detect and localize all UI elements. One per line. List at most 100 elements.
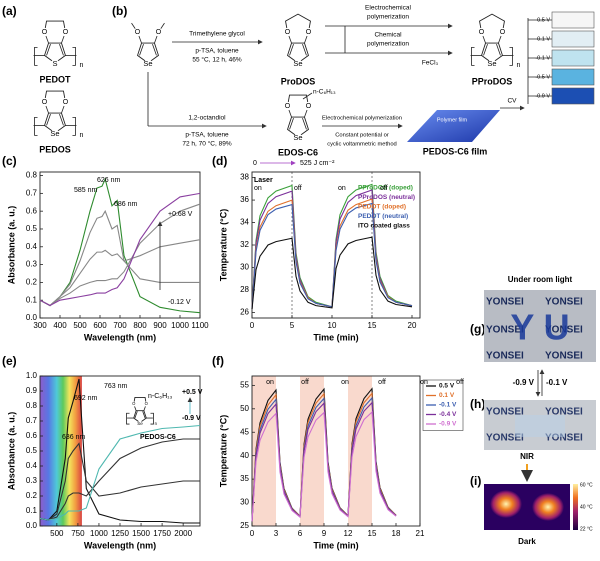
- atom-bg: [143, 401, 149, 407]
- atom-bg: [133, 27, 142, 37]
- photo-letters: Y U: [510, 307, 569, 348]
- y-tick-label: 35: [240, 474, 249, 483]
- data-line: [251, 387, 397, 522]
- legend-label: PProDOS (doped): [358, 185, 413, 192]
- y-tick-label: 0.4: [26, 242, 38, 251]
- photo-text: YONSEI: [486, 351, 524, 362]
- data-line: [39, 192, 201, 307]
- photo-text: YONSEI: [486, 433, 524, 444]
- x-tick-label: 400: [53, 321, 67, 330]
- annotation: off: [294, 185, 302, 192]
- atom-label: Se: [50, 129, 59, 138]
- faded-letters: [515, 415, 565, 437]
- atom-bg: [154, 27, 163, 37]
- annotation: on: [420, 379, 428, 386]
- bracket: [471, 46, 475, 66]
- y-tick-label: 34: [240, 218, 249, 227]
- ring: [44, 20, 66, 33]
- condition: 55 °C, 12 h, 46%: [192, 56, 241, 64]
- x-tick-label: 15: [368, 529, 377, 538]
- substituent: n-C₆H₁₃: [313, 89, 336, 96]
- ring: [287, 94, 309, 107]
- x-axis-label: Time (min): [313, 540, 358, 550]
- annotation: PEDOS-C6: [140, 434, 176, 441]
- atom-bg: [137, 420, 143, 427]
- double-bond: [46, 43, 51, 56]
- dark-label: Dark: [518, 537, 536, 546]
- x-axis-label: Wavelength (nm): [84, 540, 156, 550]
- x-tick-label: 500: [73, 321, 87, 330]
- y-tick-label: 36: [240, 195, 249, 204]
- atom-label: O: [42, 99, 48, 106]
- x-tick-label: 900: [153, 321, 167, 330]
- annotation: +0.68 V: [168, 211, 193, 218]
- photo-text: YONSEI: [545, 297, 583, 308]
- double-bond: [496, 43, 501, 56]
- compound-name: PEDOT: [39, 74, 71, 84]
- polymer-film: [407, 110, 500, 142]
- condition: p-TSA, toluene: [185, 132, 229, 139]
- scale-label: 40 °C: [580, 504, 593, 510]
- atom-label: Se: [137, 421, 143, 426]
- atom-bg: [293, 59, 303, 69]
- annotation: -0.9 V: [182, 415, 201, 422]
- condition: p-TSA, toluene: [195, 48, 239, 55]
- panel-label: (c): [2, 154, 17, 168]
- y-tick-label: 55: [240, 380, 249, 389]
- atom-bg: [293, 133, 303, 143]
- data-line: [251, 401, 397, 522]
- atom-label: O: [285, 103, 291, 110]
- atom-bg: [498, 27, 507, 37]
- atom-bg: [477, 27, 486, 37]
- ring: [287, 116, 309, 138]
- atom-bg: [50, 129, 60, 139]
- x-tick-label: 1100: [191, 321, 209, 330]
- annotation: 525 J cm⁻²: [300, 160, 335, 167]
- x-tick-label: 18: [392, 529, 401, 538]
- y-tick-label: 40: [240, 451, 249, 460]
- atom-label: O: [156, 29, 162, 36]
- double-bond: [302, 117, 307, 130]
- cv-level: -0.1 V: [535, 55, 550, 61]
- atom-label: n: [79, 132, 83, 139]
- x-tick-label: 12: [344, 529, 353, 538]
- atom-bg: [61, 97, 70, 107]
- atom-bg: [283, 27, 292, 37]
- y-tick-label: 1.0: [26, 371, 38, 380]
- atom-bg: [143, 59, 153, 69]
- y-axis-label: Absorbance (a. u.): [6, 412, 16, 491]
- y-tick-label: 0.0: [26, 521, 38, 530]
- atom-bg: [304, 27, 313, 37]
- atom-label: O: [479, 29, 485, 36]
- double-bond: [139, 43, 144, 56]
- annotation: on: [266, 379, 274, 386]
- legend-label: 0.5 V: [439, 383, 455, 390]
- x-tick-label: 1750: [153, 529, 171, 538]
- photo-text: YONSEI: [486, 325, 524, 336]
- double-bond: [59, 43, 64, 56]
- cv-state: [551, 11, 595, 29]
- panel-label: (b): [112, 4, 127, 18]
- compound-name: EDOS-C6: [278, 147, 318, 157]
- legend-label: ITO coated glass: [358, 223, 410, 230]
- double-bond: [302, 43, 307, 56]
- data-line: [39, 239, 201, 307]
- hot-spot: [490, 490, 522, 518]
- annotation: n-C₆H₁₃: [148, 393, 173, 400]
- x-tick-label: 5: [290, 321, 295, 330]
- photo-text: YONSEI: [486, 407, 524, 418]
- condition: cyclic voltammetric method: [327, 142, 397, 148]
- y-tick-label: 0.6: [26, 206, 38, 215]
- compound-name: PEDOS-C6 film: [423, 146, 488, 156]
- atom-label: O: [132, 401, 136, 406]
- annotation: 686 nm: [114, 201, 138, 208]
- atom-label: O: [63, 29, 69, 36]
- atom-bg: [61, 27, 70, 37]
- annotation: 763 nm: [104, 383, 128, 390]
- x-tick-label: 0: [250, 321, 255, 330]
- x-tick-label: 10: [328, 321, 337, 330]
- photo: [484, 290, 596, 362]
- x-tick-label: 2000: [174, 529, 192, 538]
- x-tick-label: 9: [322, 529, 327, 538]
- legend-label: PEDOT (doped): [358, 204, 406, 211]
